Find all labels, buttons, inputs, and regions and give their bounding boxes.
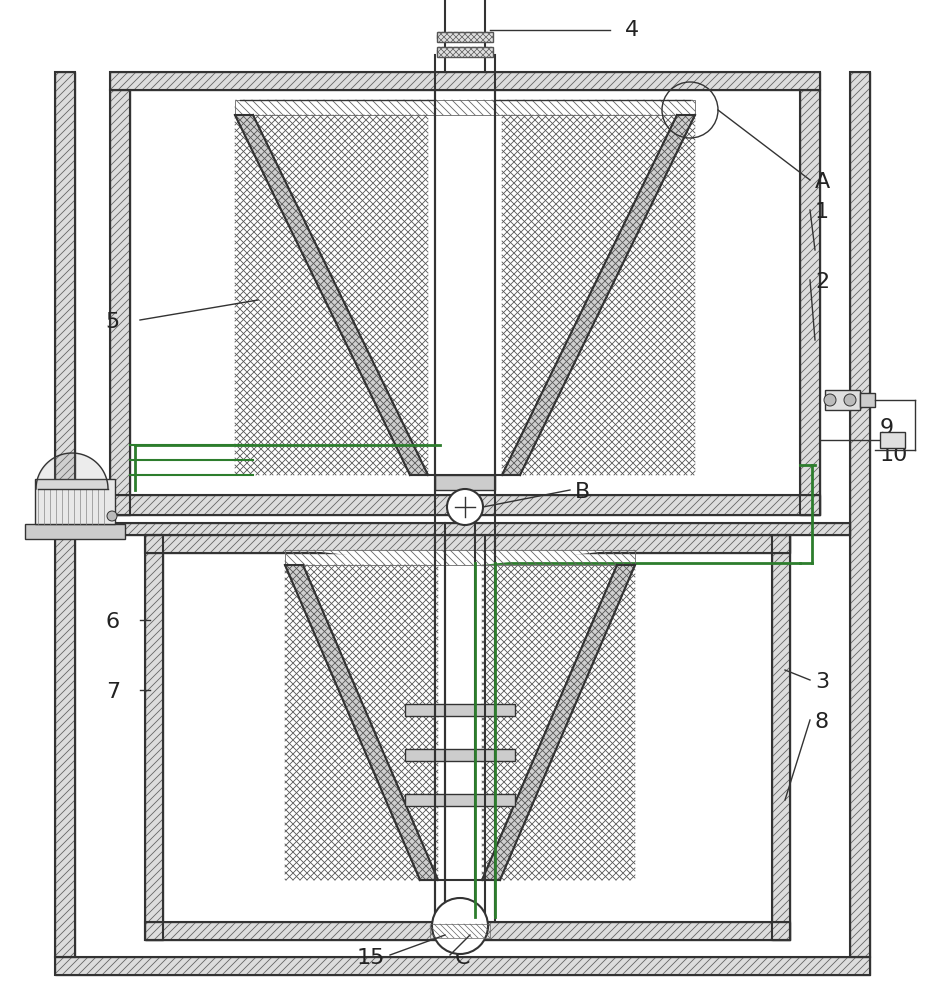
Bar [145, 922, 790, 940]
Bar [235, 100, 695, 115]
Text: 7: 7 [106, 682, 120, 702]
Bar [35, 479, 115, 524]
Circle shape [432, 898, 488, 954]
Polygon shape [235, 115, 428, 475]
Bar [860, 393, 875, 407]
Text: A: A [815, 172, 830, 192]
Bar [850, 72, 870, 957]
Bar [55, 957, 870, 975]
Text: 3: 3 [815, 672, 829, 692]
Polygon shape [110, 90, 130, 515]
Polygon shape [145, 535, 163, 940]
Text: B: B [575, 482, 590, 502]
Text: 15: 15 [356, 948, 385, 968]
Bar [405, 749, 515, 761]
Text: 5: 5 [106, 312, 120, 332]
Bar [285, 550, 635, 565]
Circle shape [824, 394, 836, 406]
Polygon shape [482, 565, 635, 880]
Polygon shape [800, 90, 820, 515]
Polygon shape [253, 100, 695, 480]
Polygon shape [55, 72, 75, 957]
Bar [145, 535, 790, 553]
Text: 2: 2 [815, 272, 829, 292]
Bar [825, 390, 860, 410]
Polygon shape [55, 957, 870, 975]
Polygon shape [110, 495, 820, 515]
Circle shape [107, 511, 117, 521]
Text: 10: 10 [880, 445, 908, 465]
Bar [405, 794, 515, 806]
Bar [110, 495, 820, 515]
Polygon shape [303, 550, 617, 880]
Text: 9: 9 [880, 418, 894, 438]
Bar [55, 72, 75, 957]
Circle shape [844, 394, 856, 406]
Bar [437, 32, 493, 42]
Bar [435, 475, 495, 490]
Polygon shape [75, 523, 850, 535]
Polygon shape [772, 535, 790, 940]
Bar [110, 90, 130, 515]
Polygon shape [502, 115, 695, 475]
Polygon shape [850, 72, 870, 957]
Bar [75, 523, 850, 535]
Text: 6: 6 [106, 612, 120, 632]
Polygon shape [285, 565, 438, 880]
Bar [25, 524, 125, 539]
Text: 8: 8 [815, 712, 829, 732]
Text: C: C [455, 948, 471, 968]
Polygon shape [145, 535, 790, 553]
Bar [880, 432, 905, 448]
Polygon shape [145, 922, 790, 940]
Bar [145, 535, 163, 940]
Text: 4: 4 [625, 20, 639, 40]
Bar [772, 535, 790, 940]
Polygon shape [110, 72, 820, 90]
Bar [437, 47, 493, 57]
Text: 1: 1 [815, 202, 829, 222]
Bar [110, 72, 820, 90]
Bar [800, 90, 820, 515]
Bar [430, 924, 490, 938]
Circle shape [447, 489, 483, 525]
Bar [405, 704, 515, 716]
